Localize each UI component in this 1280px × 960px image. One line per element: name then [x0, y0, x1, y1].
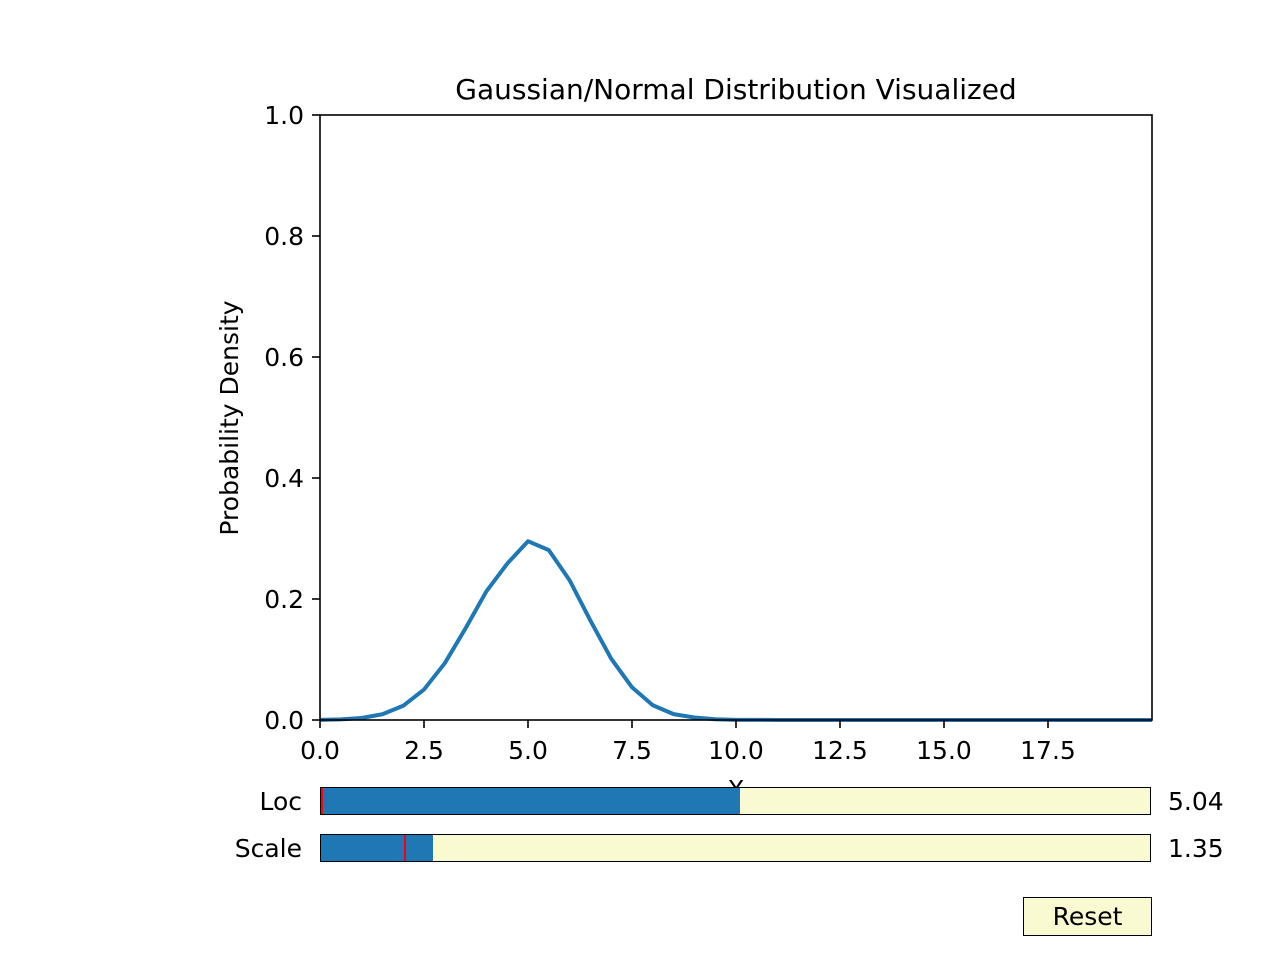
y-tick-label: 0.6 — [264, 343, 304, 372]
y-tick-label: 0.8 — [264, 222, 304, 251]
scale-slider-fill — [321, 835, 434, 861]
loc-value: 5.04 — [1168, 787, 1224, 816]
series-line — [319, 539, 1152, 722]
y-tick-label: 1.0 — [264, 101, 304, 130]
reset-button[interactable]: Reset — [1023, 897, 1152, 936]
x-tick-label: 17.5 — [1020, 736, 1076, 765]
scale-initial-marker — [404, 835, 407, 861]
x-tick-label: 5.0 — [508, 736, 548, 765]
y-tick-label: 0.0 — [264, 706, 304, 735]
loc-slider-label: Loc — [259, 787, 302, 816]
x-tick-label: 7.5 — [612, 736, 652, 765]
x-tick-label: 2.5 — [404, 736, 444, 765]
axes-frame — [319, 114, 1153, 721]
x-tick-label: 12.5 — [812, 736, 868, 765]
x-tick-label: 15.0 — [916, 736, 972, 765]
x-tick-label: 10.0 — [708, 736, 764, 765]
loc-initial-marker — [321, 788, 323, 814]
scale-slider[interactable] — [320, 834, 1151, 862]
chart-title: Gaussian/Normal Distribution Visualized — [455, 73, 1016, 106]
scale-value: 1.35 — [1168, 834, 1224, 863]
loc-slider-fill — [321, 788, 740, 814]
y-tick-label: 0.4 — [264, 464, 304, 493]
y-tick-label: 0.2 — [264, 585, 304, 614]
y-axis-label: Probability Density — [215, 300, 244, 535]
x-tick-label: 0.0 — [300, 736, 340, 765]
scale-slider-label: Scale — [234, 834, 302, 863]
loc-slider[interactable] — [320, 787, 1151, 815]
